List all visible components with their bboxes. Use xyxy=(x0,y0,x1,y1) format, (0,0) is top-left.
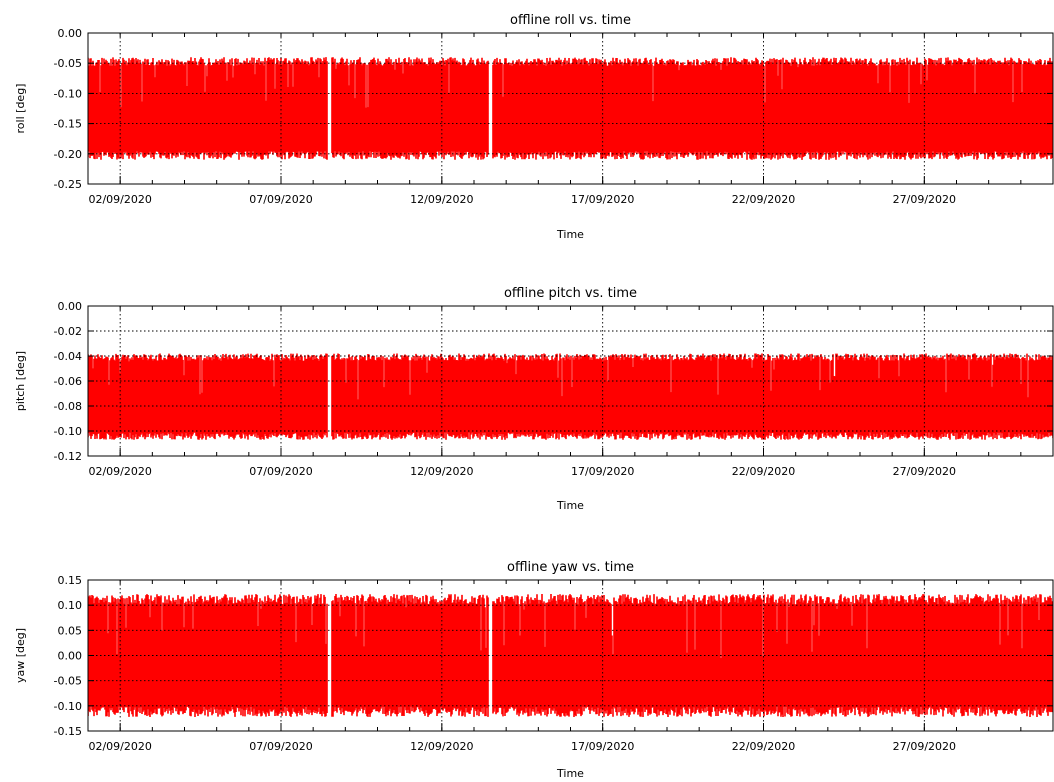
y-axis-label: pitch [deg] xyxy=(14,351,27,411)
x-tick-label: 22/09/2020 xyxy=(732,465,795,478)
y-tick-label: -0.15 xyxy=(54,118,82,131)
chart-panel-2: 02/09/2020 07/09/2020 12/09/2020 17/09/2020… xyxy=(14,286,1054,512)
x-tick-label: 27/09/2020 xyxy=(893,193,956,206)
y-tick-label: 0.00 xyxy=(58,27,83,40)
x-tick-label: 12/09/2020 xyxy=(410,193,473,206)
y-tick-label: -0.02 xyxy=(54,325,82,338)
y-tick-label: 0.15 xyxy=(58,574,83,587)
y-tick-label: 0.00 xyxy=(58,300,83,313)
x-tick-label: 12/09/2020 xyxy=(410,465,473,478)
x-tick-label: 22/09/2020 xyxy=(732,193,795,206)
y-tick-label: -0.10 xyxy=(54,425,82,438)
y-tick-label: -0.05 xyxy=(54,57,82,70)
x-tick-label: 27/09/2020 xyxy=(893,740,956,753)
chart-panel-1: 02/09/2020 07/09/2020 12/09/2020 17/09/2020… xyxy=(14,13,1054,241)
x-axis-label: Time xyxy=(556,228,584,241)
y-tick-label: -0.25 xyxy=(54,178,82,191)
y-axis-label: yaw [deg] xyxy=(14,628,27,683)
y-tick-label: -0.04 xyxy=(54,350,82,363)
y-axis-label: roll [deg] xyxy=(14,84,27,134)
x-tick-label: 12/09/2020 xyxy=(410,740,473,753)
x-tick-label: 07/09/2020 xyxy=(249,465,312,478)
x-axis-label: Time xyxy=(556,499,584,512)
x-tick-label: 02/09/2020 xyxy=(88,740,151,753)
y-tick-label: -0.10 xyxy=(54,87,82,100)
x-tick-label: 02/09/2020 xyxy=(88,465,151,478)
data-series-2 xyxy=(88,353,1053,440)
x-tick-label: 17/09/2020 xyxy=(571,740,634,753)
x-tick-label: 17/09/2020 xyxy=(571,465,634,478)
y-tick-label: 0.05 xyxy=(58,624,83,637)
chart-title: offline yaw vs. time xyxy=(507,560,634,575)
y-tick-label: -0.15 xyxy=(54,725,82,738)
y-tick-label: -0.06 xyxy=(54,375,82,388)
y-tick-label: -0.05 xyxy=(54,675,82,688)
y-tick-label: -0.20 xyxy=(54,148,82,161)
x-tick-label: 22/09/2020 xyxy=(732,740,795,753)
data-series-1 xyxy=(88,57,1053,160)
x-tick-label: 07/09/2020 xyxy=(249,193,312,206)
y-tick-label: -0.12 xyxy=(54,450,82,463)
x-tick-label: 07/09/2020 xyxy=(249,740,312,753)
chart-title: offline roll vs. time xyxy=(510,13,631,28)
y-tick-label: 0.10 xyxy=(58,599,83,612)
chart-panel-3: 02/09/2020 07/09/2020 12/09/2020 17/09/2020… xyxy=(14,560,1054,780)
chart-title: offline pitch vs. time xyxy=(504,286,637,301)
y-tick-label: -0.08 xyxy=(54,400,82,413)
x-tick-label: 17/09/2020 xyxy=(571,193,634,206)
x-axis-label: Time xyxy=(556,767,584,780)
y-tick-label: 0.00 xyxy=(58,650,83,663)
x-tick-label: 02/09/2020 xyxy=(88,193,151,206)
x-tick-label: 27/09/2020 xyxy=(893,465,956,478)
y-tick-label: -0.10 xyxy=(54,700,82,713)
